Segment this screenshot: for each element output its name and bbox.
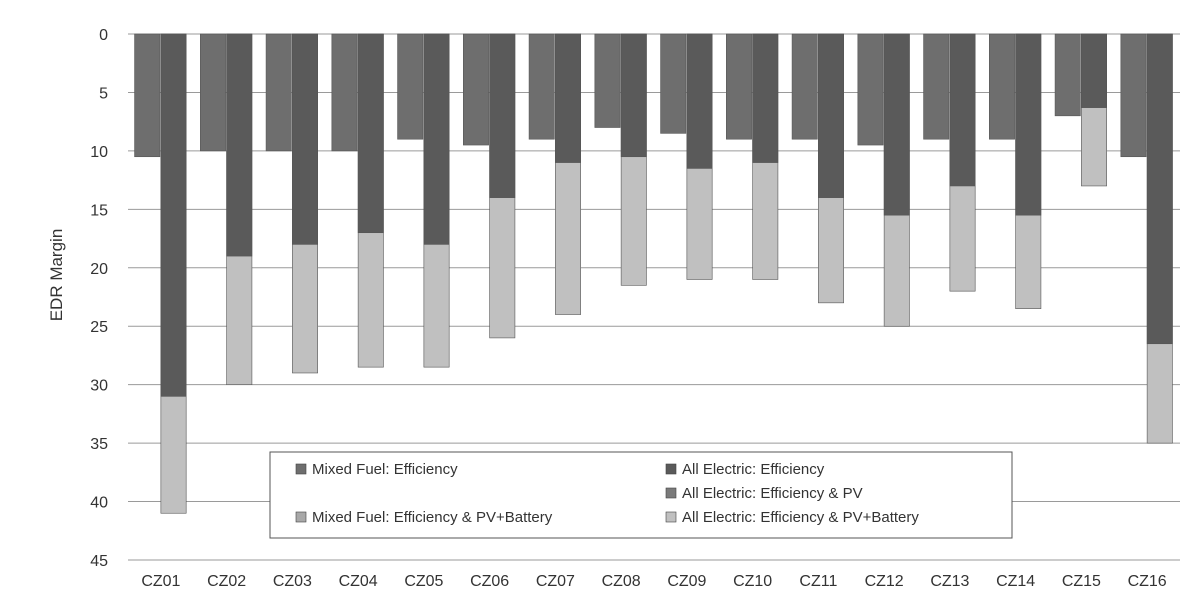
legend-label: All Electric: Efficiency xyxy=(682,461,825,478)
bar-all-electric-efficiency-cz15 xyxy=(1081,33,1107,108)
legend-box xyxy=(269,451,1013,539)
bar-all-electric-efficiency-cz01 xyxy=(160,33,187,397)
bar-all-electric-efficiency-cz13 xyxy=(949,33,976,187)
bar-all-electric-efficiency-cz10 xyxy=(752,33,779,163)
bar-all-electric-efficiency-cz16 xyxy=(1146,33,1173,345)
x-tick-label: CZ08 xyxy=(602,573,641,590)
bar-mixed-fuel-efficiency-cz03 xyxy=(265,33,292,152)
y-tick-label: 10 xyxy=(90,144,108,161)
x-tick-label: CZ12 xyxy=(865,573,904,590)
bar-all-electric-efficiency-cz14 xyxy=(1015,33,1042,216)
x-tick-label: CZ04 xyxy=(339,573,378,590)
legend: Mixed Fuel: Efficiency All Electric: Effi… xyxy=(269,451,1013,539)
x-tick-label: CZ02 xyxy=(207,573,246,590)
bar-mixed-fuel-efficiency-cz13 xyxy=(923,33,950,140)
x-tick-label: CZ15 xyxy=(1062,573,1101,590)
bar-mixed-fuel-efficiency-cz12 xyxy=(857,33,884,146)
bar-all-electric-efficiency-cz06 xyxy=(489,33,516,198)
y-axis-label: EDR Margin xyxy=(47,229,66,322)
legend-label: Mixed Fuel: Efficiency xyxy=(312,461,458,478)
legend-label: All Electric: Efficiency & PV xyxy=(682,485,863,502)
y-tick-label: 30 xyxy=(90,378,108,395)
legend-swatch xyxy=(665,487,677,499)
bar-mixed-fuel-efficiency-cz15 xyxy=(1054,33,1081,117)
bar-mixed-fuel-efficiency-cz11 xyxy=(791,33,818,140)
bar-mixed-fuel-efficiency-cz06 xyxy=(463,33,489,146)
y-tick-label: 5 xyxy=(99,85,108,102)
bar-mixed-fuel-efficiency-cz16 xyxy=(1120,33,1147,158)
x-tick-label: CZ07 xyxy=(536,573,575,590)
bar-all-electric-efficiency-cz08 xyxy=(620,33,647,158)
legend-swatch xyxy=(295,463,307,475)
y-tick-label: 45 xyxy=(90,553,108,570)
bar-all-electric-efficiency-cz02 xyxy=(226,33,253,257)
bar-all-electric-efficiency-cz11 xyxy=(818,33,844,198)
legend-swatch xyxy=(295,511,307,523)
x-tick-label: CZ01 xyxy=(141,573,180,590)
legend-swatch xyxy=(665,511,677,523)
y-tick-label: 40 xyxy=(90,495,108,512)
x-tick-label: CZ13 xyxy=(930,573,969,590)
legend-swatch xyxy=(665,463,677,475)
x-tick-label: CZ05 xyxy=(404,573,443,590)
x-tick-label: CZ10 xyxy=(733,573,772,590)
y-tick-label: 20 xyxy=(90,261,108,278)
x-tick-label: CZ09 xyxy=(667,573,706,590)
x-tick-label: CZ03 xyxy=(273,573,312,590)
bar-mixed-fuel-efficiency-cz02 xyxy=(200,33,226,152)
y-tick-label: 0 xyxy=(99,27,108,44)
bar-all-electric-efficiency-cz12 xyxy=(883,33,910,216)
bar-mixed-fuel-efficiency-cz14 xyxy=(989,33,1015,140)
bar-mixed-fuel-efficiency-cz04 xyxy=(331,33,358,152)
bar-all-electric-efficiency-cz05 xyxy=(423,33,450,245)
y-tick-label: 25 xyxy=(90,319,108,336)
bar-mixed-fuel-efficiency-cz10 xyxy=(726,33,752,140)
bar-mixed-fuel-efficiency-cz08 xyxy=(594,33,621,128)
y-tick-label: 15 xyxy=(90,202,108,219)
bar-mixed-fuel-efficiency-cz07 xyxy=(528,33,555,140)
y-axis-ticks: 0 5 10 15 20 25 30 35 40 45 xyxy=(90,27,108,570)
legend-label: All Electric: Efficiency & PV+Battery xyxy=(682,509,919,526)
x-tick-label: CZ11 xyxy=(799,573,837,590)
bar-mixed-fuel-efficiency-cz01 xyxy=(134,33,161,158)
x-tick-label: CZ14 xyxy=(996,573,1035,590)
bars xyxy=(134,33,1173,514)
bar-all-electric-efficiency-cz07 xyxy=(555,33,581,163)
legend-label: Mixed Fuel: Efficiency & PV+Battery xyxy=(312,509,553,526)
bar-all-electric-efficiency-cz09 xyxy=(686,33,713,169)
bar-mixed-fuel-efficiency-cz05 xyxy=(397,33,424,140)
x-tick-label: CZ06 xyxy=(470,573,509,590)
x-axis-ticks: CZ01 CZ02 CZ03 CZ04 CZ05 CZ06 CZ07 CZ08 CZ09 CZ10… xyxy=(141,573,1166,590)
x-tick-label: CZ16 xyxy=(1128,573,1167,590)
bar-all-electric-efficiency-cz04 xyxy=(357,33,384,234)
bar-all-electric-efficiency-cz03 xyxy=(292,33,318,245)
y-tick-label: 35 xyxy=(90,436,108,453)
bar-mixed-fuel-efficiency-cz09 xyxy=(660,33,687,134)
